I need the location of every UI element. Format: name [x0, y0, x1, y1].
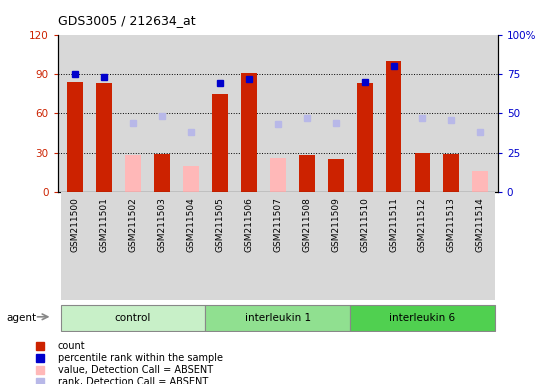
Bar [212, 94, 228, 192]
Text: GSM211503: GSM211503 [157, 197, 167, 252]
Bar [437, 192, 466, 300]
Text: GDS3005 / 212634_at: GDS3005 / 212634_at [58, 14, 195, 27]
Bar [177, 192, 205, 300]
Bar [415, 153, 431, 192]
Text: GSM211500: GSM211500 [70, 197, 80, 252]
Text: GSM211504: GSM211504 [186, 197, 195, 252]
Bar [263, 192, 292, 300]
Text: value, Detection Call = ABSENT: value, Detection Call = ABSENT [58, 364, 213, 375]
Text: agent: agent [7, 313, 37, 323]
Bar [299, 155, 315, 192]
Bar [270, 158, 285, 192]
FancyBboxPatch shape [205, 305, 350, 331]
Text: percentile rank within the sample: percentile rank within the sample [58, 353, 223, 362]
Text: GSM211508: GSM211508 [302, 197, 311, 252]
Bar [96, 83, 112, 192]
Bar [241, 73, 257, 192]
Bar [443, 154, 459, 192]
Text: GSM211502: GSM211502 [129, 197, 138, 252]
Bar [183, 166, 199, 192]
Bar [67, 82, 83, 192]
Bar [147, 192, 177, 300]
Text: interleukin 6: interleukin 6 [389, 313, 455, 323]
Text: GSM211506: GSM211506 [244, 197, 254, 252]
Bar [386, 61, 401, 192]
Bar [119, 192, 147, 300]
Bar [234, 192, 263, 300]
FancyBboxPatch shape [60, 305, 205, 331]
Bar [321, 192, 350, 300]
Bar [205, 192, 234, 300]
Text: rank, Detection Call = ABSENT: rank, Detection Call = ABSENT [58, 377, 208, 384]
Text: GSM211501: GSM211501 [100, 197, 108, 252]
Bar [350, 192, 379, 300]
FancyBboxPatch shape [350, 305, 495, 331]
Bar [125, 155, 141, 192]
Bar [154, 154, 170, 192]
Bar [60, 192, 90, 300]
Bar [379, 192, 408, 300]
Text: GSM211513: GSM211513 [447, 197, 456, 252]
Text: GSM211507: GSM211507 [273, 197, 282, 252]
Bar [356, 83, 372, 192]
Bar [408, 192, 437, 300]
Text: GSM211510: GSM211510 [360, 197, 369, 252]
Bar [292, 192, 321, 300]
Text: GSM211505: GSM211505 [216, 197, 224, 252]
Text: count: count [58, 341, 85, 351]
Bar [466, 192, 495, 300]
Text: interleukin 1: interleukin 1 [245, 313, 311, 323]
Text: control: control [115, 313, 151, 323]
Bar [90, 192, 119, 300]
Bar [328, 159, 344, 192]
Text: GSM211509: GSM211509 [331, 197, 340, 252]
Text: GSM211514: GSM211514 [476, 197, 485, 252]
Bar [472, 171, 488, 192]
Text: GSM211512: GSM211512 [418, 197, 427, 252]
Text: GSM211511: GSM211511 [389, 197, 398, 252]
